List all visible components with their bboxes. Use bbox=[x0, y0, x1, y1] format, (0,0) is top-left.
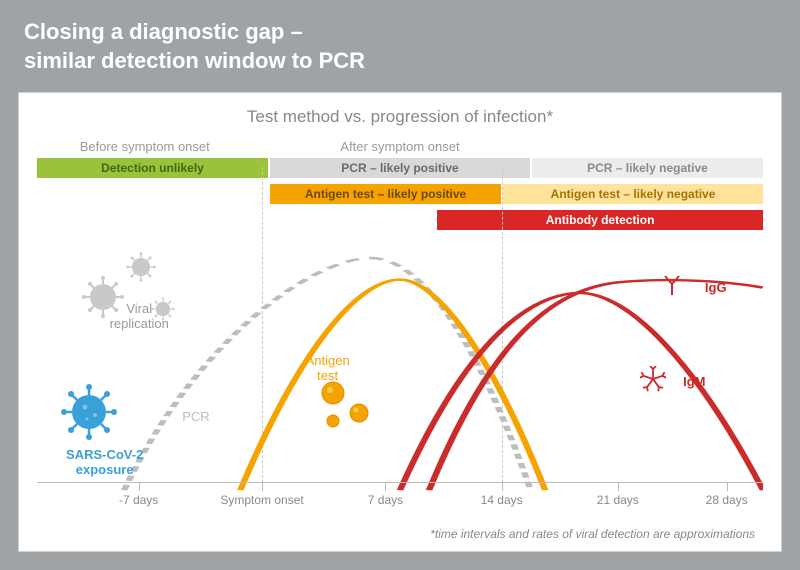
label-sars-exposure: SARS-CoV-2 exposure bbox=[66, 447, 143, 477]
region-after-label: After symptom onset bbox=[270, 139, 529, 154]
bar-row-antigen: Antigen test – likely positive Antigen t… bbox=[37, 184, 763, 204]
tick-label: 21 days bbox=[597, 493, 639, 507]
chart-panel: Test method vs. progression of infection… bbox=[18, 92, 782, 552]
tick bbox=[727, 483, 728, 491]
bar-antibody-detection: Antibody detection bbox=[437, 210, 763, 230]
chart-title: Test method vs. progression of infection… bbox=[19, 107, 781, 127]
tick bbox=[139, 483, 140, 491]
bar-detection-unlikely: Detection unlikely bbox=[37, 158, 268, 178]
curve-igm bbox=[400, 293, 763, 490]
curve-igg bbox=[429, 280, 763, 490]
tick-label: 7 days bbox=[368, 493, 403, 507]
label-pcr: PCR bbox=[182, 409, 209, 424]
tick bbox=[262, 483, 263, 491]
label-viral-replication: Viral replication bbox=[110, 301, 169, 331]
plot-area: PCR Antigen test IgG IgM Viral replicati… bbox=[37, 231, 763, 501]
bar-antigen-positive: Antigen test – likely positive bbox=[270, 184, 501, 204]
bar-row-antibody: Antibody detection bbox=[37, 210, 763, 230]
tick-label: Symptom onset bbox=[220, 493, 303, 507]
tick bbox=[618, 483, 619, 491]
bar-pcr-positive: PCR – likely positive bbox=[270, 158, 530, 178]
x-axis bbox=[37, 482, 763, 483]
region-before-label: Before symptom onset bbox=[19, 139, 270, 154]
bar-antigen-negative: Antigen test – likely negative bbox=[503, 184, 763, 204]
tick-label: 14 days bbox=[481, 493, 523, 507]
tick bbox=[502, 483, 503, 491]
outer-frame: Closing a diagnostic gap – similar detec… bbox=[0, 0, 800, 570]
header: Closing a diagnostic gap – similar detec… bbox=[0, 0, 800, 89]
bar-spacer bbox=[37, 184, 268, 204]
page-title: Closing a diagnostic gap – similar detec… bbox=[24, 18, 776, 75]
label-igg: IgG bbox=[705, 280, 727, 295]
tick-label: -7 days bbox=[119, 493, 158, 507]
label-antigen: Antigen test bbox=[306, 353, 350, 383]
bar-pcr-negative: PCR – likely negative bbox=[532, 158, 763, 178]
bar-row-pcr: Detection unlikely PCR – likely positive… bbox=[37, 158, 763, 178]
footnote: *time intervals and rates of viral detec… bbox=[430, 527, 755, 541]
curves-svg bbox=[37, 231, 763, 501]
bar-spacer bbox=[37, 210, 435, 230]
tick-label: 28 days bbox=[706, 493, 748, 507]
title-line-2: similar detection window to PCR bbox=[24, 48, 365, 73]
tick bbox=[385, 483, 386, 491]
label-igm: IgM bbox=[683, 374, 705, 389]
title-line-1: Closing a diagnostic gap – bbox=[24, 19, 303, 44]
region-labels: Before symptom onset After symptom onset bbox=[19, 139, 781, 154]
curve-antigen bbox=[240, 280, 545, 491]
